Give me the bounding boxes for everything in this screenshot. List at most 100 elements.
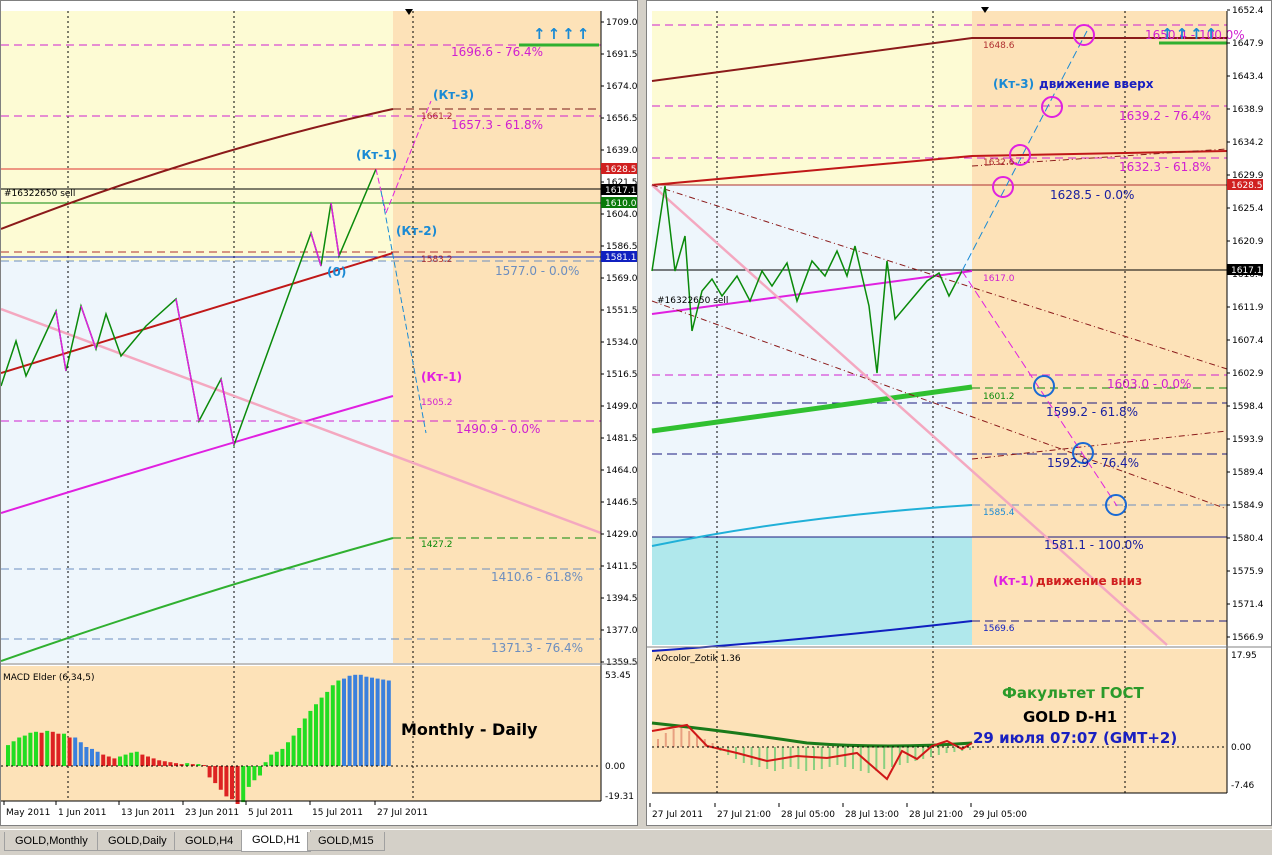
histogram-bar	[196, 764, 201, 766]
histogram-bar	[224, 766, 229, 797]
ao-line	[651, 723, 973, 781]
axis-label: 1580.4	[1232, 534, 1264, 544]
lower-channel	[1, 395, 394, 514]
middle-channel	[651, 150, 1228, 186]
fib-label: 1371.3 - 76.4%	[491, 641, 583, 655]
price-tag	[601, 184, 637, 195]
target-circle-icon	[1072, 442, 1094, 464]
axis-label: 1656.5	[606, 114, 638, 124]
histogram-bar	[112, 758, 117, 766]
ao-bar	[844, 747, 847, 767]
time-label: 29 Jul 05:00	[973, 810, 1027, 820]
time-axis: May 2011 1 Jun 2011 13 Jun 2011 23 Jun 2011…	[3, 801, 428, 818]
axis-label: 1647.9	[1232, 39, 1264, 49]
indicator-axis: 0.00	[605, 762, 625, 772]
histogram-bar	[375, 678, 380, 766]
wave-label-kt3: (Кт-3)	[433, 88, 474, 102]
target-circle-icon	[1033, 375, 1055, 397]
histogram-bar	[381, 679, 386, 766]
histogram-bar	[302, 718, 307, 766]
axis-label: 1634.2	[1232, 138, 1264, 148]
left-chart-window[interactable]: (Кт-3) (Кт-1) (Кт-2) (0) (Кт-1) 1696.6 -…	[0, 0, 638, 826]
histogram-bar	[241, 766, 246, 803]
level-value: 1569.6	[983, 624, 1015, 634]
target-circle-icon	[1073, 24, 1095, 46]
left-chart[interactable]: (Кт-3) (Кт-1) (Кт-2) (0) (Кт-1) 1696.6 -…	[1, 1, 638, 826]
right-chart[interactable]: (Кт-3) движение вверх (Кт-1) движение вн…	[647, 1, 1272, 826]
tab-gold-monthly[interactable]: GOLD,Monthly	[4, 832, 99, 851]
axis-label: 1551.5	[606, 306, 638, 316]
axis-label: 1411.5	[606, 562, 638, 572]
histogram-bar	[235, 766, 240, 804]
ao-bar	[672, 729, 675, 747]
histogram-bar	[185, 763, 190, 766]
tab-gold-daily[interactable]: GOLD,Daily	[97, 832, 178, 851]
ao-bar	[852, 747, 854, 769]
price-tag-text: 1581.1	[605, 253, 637, 263]
histogram-bar	[314, 704, 318, 766]
histogram-bar	[134, 751, 139, 766]
ao-bar	[813, 747, 815, 770]
histogram-bar	[179, 764, 184, 766]
up-arrows-icon: ↑↑↑↑	[1161, 25, 1219, 43]
fib-label: 1657.3 - 61.8%	[451, 118, 543, 132]
histogram-bar	[174, 763, 178, 766]
wave-label-kt3: (Кт-3)	[993, 77, 1034, 91]
right-chart-window[interactable]: (Кт-3) движение вверх (Кт-1) движение вн…	[646, 0, 1272, 826]
axis-label: 1625.4	[1232, 204, 1264, 214]
zigzag-down	[220, 378, 235, 446]
upper-channel	[1, 108, 394, 230]
axis-label: 1575.9	[1232, 567, 1264, 577]
target-circle-icon	[992, 176, 1014, 198]
histogram-bar	[258, 766, 262, 776]
price-tag-text: 1628.5	[1231, 181, 1263, 191]
forecast-up	[961, 30, 1088, 272]
histogram-bar	[325, 691, 330, 766]
level-value: 1661.2	[421, 112, 453, 122]
upper-channel	[651, 37, 1227, 82]
histogram-bar	[90, 748, 94, 766]
ao-bar	[859, 747, 862, 771]
histogram-bar	[370, 677, 374, 766]
forecast-down	[961, 270, 1118, 507]
time-label: 27 Jul 21:00	[717, 810, 771, 820]
target-circle-icon	[1105, 494, 1127, 516]
time-label: May 2011	[6, 808, 50, 818]
histogram-bar	[386, 680, 391, 766]
histogram-bar	[213, 766, 218, 784]
wave-label-kt1-magenta: (Кт-1)	[421, 370, 462, 384]
macd-histogram	[6, 674, 391, 804]
fib-label: 1599.2 - 61.8%	[1046, 405, 1138, 419]
chart-tabs: GOLD,Monthly GOLD,Daily GOLD,H4 GOLD,H1 …	[0, 829, 1272, 855]
histogram-bar	[118, 756, 122, 766]
histogram-bar	[73, 737, 78, 766]
direction-down-label: движение вниз	[1036, 574, 1142, 588]
tab-gold-h1[interactable]: GOLD,H1	[241, 830, 312, 852]
fan-line	[651, 184, 1228, 370]
ao-bar	[664, 733, 667, 747]
histogram-bar	[207, 766, 212, 778]
histogram-bar	[162, 761, 167, 766]
axis-label: 1639.0	[606, 146, 638, 156]
ao-bar	[930, 747, 932, 757]
yellow-zone	[652, 11, 972, 185]
tab-gold-m15[interactable]: GOLD,M15	[307, 832, 385, 851]
indicator-name: MACD Elder (6,34,5)	[3, 673, 95, 683]
time-label: 28 Jul 21:00	[909, 810, 963, 820]
level-value: 1648.6	[983, 41, 1015, 51]
indicator-axis: 17.95	[1231, 651, 1257, 661]
blue-zone	[652, 185, 972, 537]
price-tag	[1227, 179, 1263, 190]
tab-gold-h4[interactable]: GOLD,H4	[174, 832, 245, 851]
cyan-channel	[651, 504, 973, 547]
axis-label: 1611.9	[1232, 303, 1264, 313]
price-tag-text: 1617.1	[605, 186, 637, 196]
target-circle-icon	[1041, 96, 1063, 118]
axis-label: 1569.0	[606, 274, 638, 284]
histogram-bar	[106, 756, 111, 766]
fib-label: 1628.5 - 0.0%	[1050, 188, 1134, 202]
axis-label: 1598.4	[1232, 402, 1264, 412]
ao-bar	[937, 747, 940, 755]
forecast-line	[380, 190, 427, 434]
histogram-bar	[280, 748, 285, 766]
